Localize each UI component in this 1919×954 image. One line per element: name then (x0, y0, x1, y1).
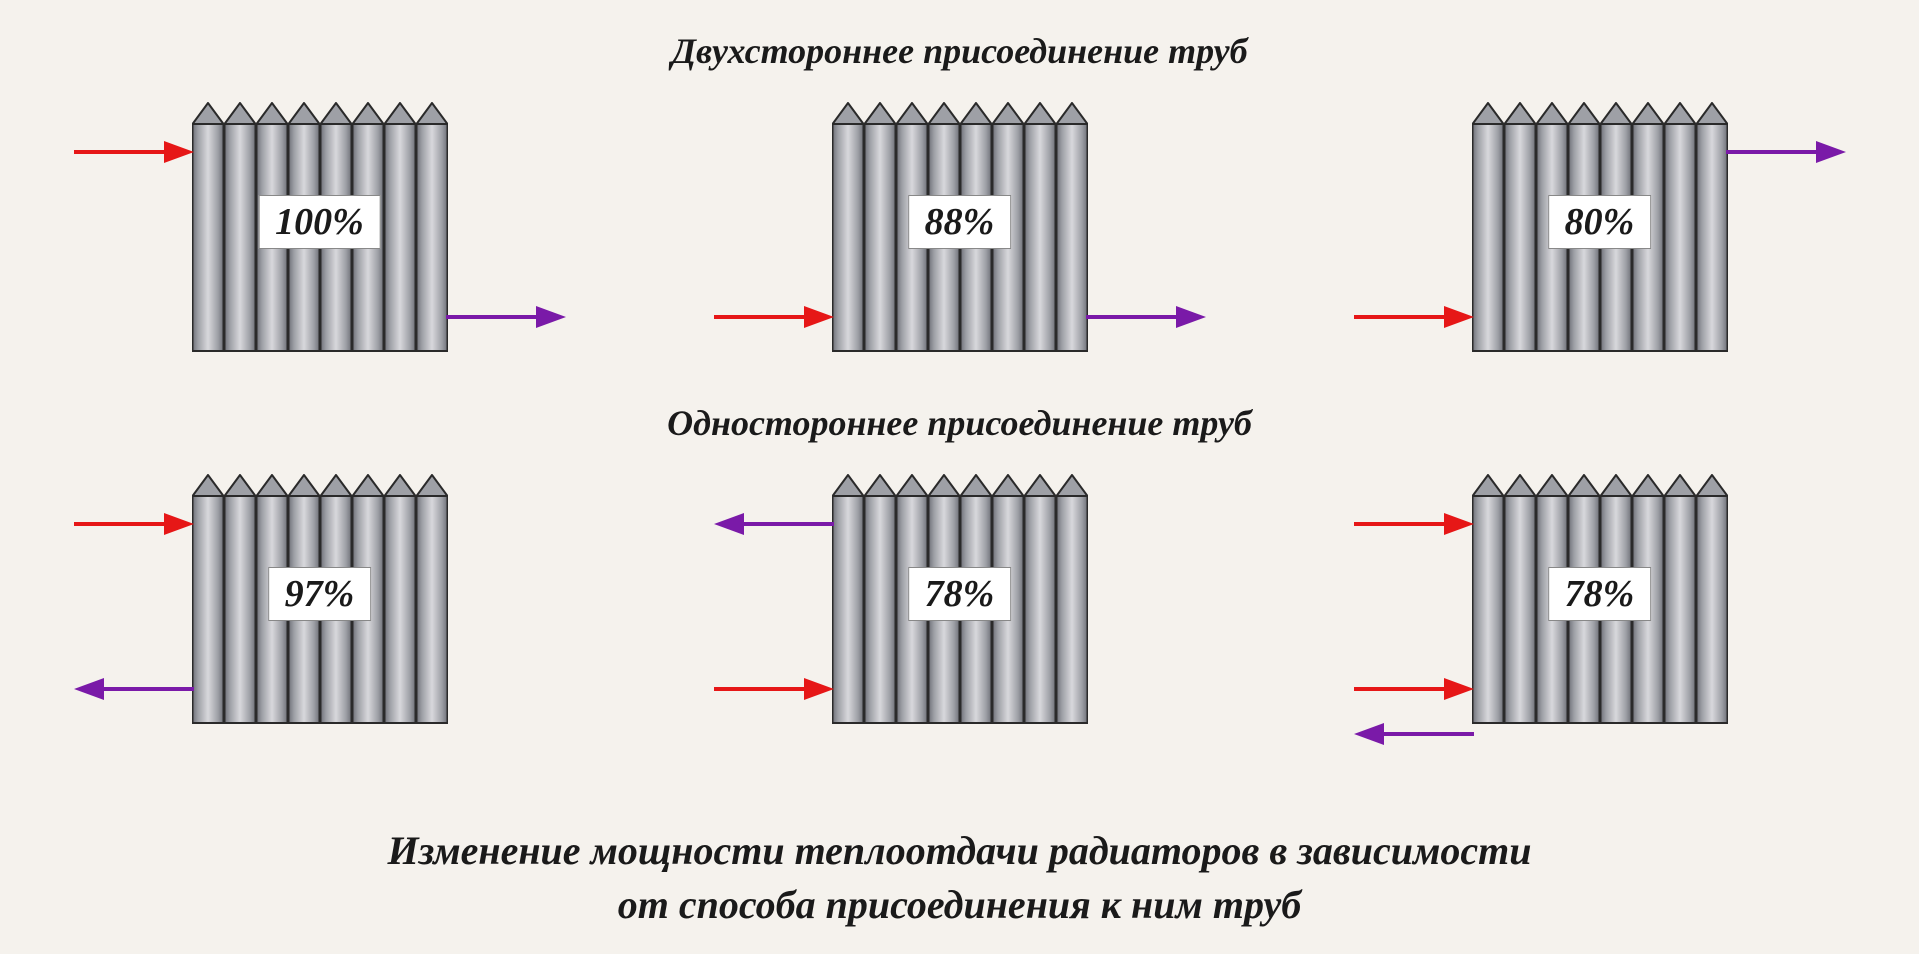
cold-flow-arrow-icon (1354, 721, 1474, 747)
hot-flow-arrow-icon (714, 304, 834, 330)
row-one-sided: 97% 78% 78% (0, 464, 1919, 754)
cold-flow-arrow-icon (714, 511, 834, 537)
efficiency-badge: 80% (1548, 195, 1652, 249)
row-two-sided: 100% 88% 80% (0, 92, 1919, 382)
title-one-sided: Одностороннее присоединение труб (0, 402, 1919, 444)
hot-flow-arrow-icon (74, 139, 194, 165)
diagram-d5: 78% (735, 464, 1185, 754)
caption-line1: Изменение мощности теплоотдачи радиаторо… (387, 828, 1531, 873)
diagram-d6: 78% (1375, 464, 1825, 754)
cold-flow-arrow-icon (1726, 139, 1846, 165)
title-two-sided: Двухстороннее присоединение труб (0, 30, 1919, 72)
diagram-d4: 97% (95, 464, 545, 754)
hot-flow-arrow-icon (74, 511, 194, 537)
efficiency-badge: 88% (908, 195, 1012, 249)
hot-flow-arrow-icon (1354, 676, 1474, 702)
hot-flow-arrow-icon (714, 676, 834, 702)
cold-flow-arrow-icon (446, 304, 566, 330)
efficiency-badge: 97% (268, 567, 372, 621)
cold-flow-arrow-icon (74, 676, 194, 702)
caption-line2: от способа присоединения к ним труб (618, 882, 1301, 927)
diagram-d3: 80% (1375, 92, 1825, 382)
efficiency-badge: 78% (908, 567, 1012, 621)
diagram-d2: 88% (735, 92, 1185, 382)
efficiency-badge: 78% (1548, 567, 1652, 621)
cold-flow-arrow-icon (1086, 304, 1206, 330)
hot-flow-arrow-icon (1354, 511, 1474, 537)
hot-flow-arrow-icon (1354, 304, 1474, 330)
diagram-d1: 100% (95, 92, 545, 382)
caption: Изменение мощности теплоотдачи радиаторо… (0, 824, 1919, 932)
efficiency-badge: 100% (258, 195, 381, 249)
